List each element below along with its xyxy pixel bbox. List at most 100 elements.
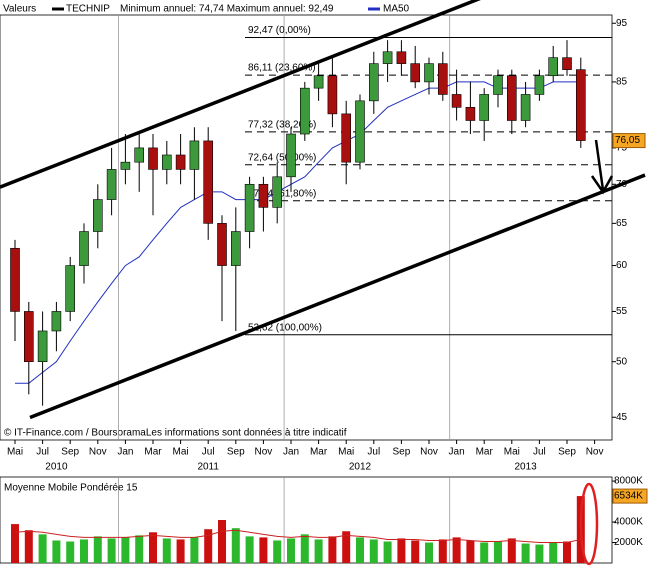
x-tick-label: Sep	[393, 447, 411, 458]
x-tick-label: Mai	[338, 447, 354, 458]
volume-bar	[563, 541, 571, 563]
footer: © IT-Finance.com / BoursoramaLes informa…	[4, 428, 347, 439]
trend-line	[29, 173, 646, 420]
wma-line	[14, 529, 581, 544]
candle-body	[189, 140, 200, 170]
candle-body	[575, 69, 586, 141]
candle-body	[562, 57, 572, 70]
x-tick-label: Jan	[449, 447, 465, 458]
volume-bar	[121, 537, 130, 563]
candle-body	[355, 100, 365, 163]
candle-body	[368, 63, 379, 102]
volume-bar	[549, 542, 558, 563]
x-tick-label: Mar	[476, 447, 494, 458]
year-label: 2011	[197, 462, 219, 473]
volume-bar	[494, 541, 502, 563]
x-tick-label: Jan	[283, 447, 299, 458]
volume-bar	[162, 538, 171, 563]
y-tick-label: 60	[616, 260, 628, 271]
candle-body	[217, 223, 227, 266]
volume-bar	[52, 540, 61, 563]
volume-bar	[135, 535, 144, 563]
x-tick-label: Mai	[504, 447, 520, 458]
candle-body	[37, 330, 48, 362]
volume-bar	[480, 542, 489, 563]
candle-body	[272, 176, 283, 208]
fib-label: 72,64 (50,00%)	[248, 152, 316, 163]
volume-bar	[80, 539, 88, 563]
fib-label: 77,32 (38,20%)	[248, 119, 316, 130]
arrow	[590, 139, 614, 195]
candle-body	[410, 63, 421, 83]
candle-body	[479, 94, 490, 121]
volume-bar	[245, 536, 254, 563]
x-tick-label: Mai	[173, 447, 189, 458]
volume-title: Moyenne Mobile Pondérée 15	[4, 483, 138, 494]
volume-bar	[466, 540, 475, 563]
volume-bar	[149, 532, 157, 563]
candle-body	[327, 75, 338, 115]
volume-bar	[24, 530, 33, 563]
volume-bar	[38, 534, 47, 563]
candle-body	[437, 63, 448, 95]
volume-bar	[342, 531, 351, 563]
trend-line	[0, 0, 481, 189]
candle-body	[134, 147, 144, 163]
candle-body	[548, 57, 559, 77]
x-tick-label: Mar	[310, 447, 328, 458]
y-tick-label: 2000K	[614, 537, 643, 548]
volume-bar	[11, 524, 19, 563]
volume-bar	[535, 544, 544, 563]
x-tick-label: Sep	[558, 447, 576, 458]
candle-body	[451, 94, 462, 108]
legend-series: TECHNIP	[66, 4, 110, 15]
volume-bar	[383, 541, 392, 563]
candle-body	[506, 75, 517, 121]
y-tick-label: 50	[616, 356, 628, 367]
volume-bar	[259, 537, 268, 563]
volume-bar	[93, 536, 102, 563]
volume-bar	[328, 536, 337, 563]
candle-body	[10, 247, 20, 312]
candle-body	[465, 107, 476, 121]
x-tick-label: Mar	[144, 447, 162, 458]
x-tick-label: Nov	[255, 447, 273, 458]
volume-bar	[521, 543, 530, 563]
y-tick-label: 45	[616, 412, 628, 423]
volume-bar	[176, 539, 185, 563]
volume-bar	[218, 519, 226, 563]
candle-body	[244, 183, 255, 232]
candle-body	[299, 87, 310, 135]
volume-bar	[452, 537, 461, 563]
x-tick-label: Jul	[36, 447, 49, 458]
year-label: 2010	[45, 462, 68, 473]
x-tick-label: Nov	[420, 447, 438, 458]
x-tick-label: Jul	[202, 447, 215, 458]
candle-body	[341, 113, 352, 163]
volume-bar	[369, 539, 378, 563]
candle-body	[106, 169, 117, 200]
annotations	[579, 139, 614, 566]
last-price-box	[612, 133, 646, 149]
x-tick-label: Jan	[117, 447, 133, 458]
x-tick-label: Jul	[533, 447, 546, 458]
candle-body	[493, 75, 503, 95]
year-label: 2012	[349, 462, 372, 473]
last-volume-label: 6534K	[614, 491, 643, 502]
volume-bar	[66, 541, 75, 563]
candle-body	[424, 63, 434, 83]
candle-body	[162, 154, 172, 170]
x-tick-label: Nov	[89, 447, 107, 458]
y-tick-label: 55	[616, 306, 628, 317]
x-tick-label: Sep	[61, 447, 79, 458]
candle-body	[286, 133, 296, 178]
volume-bar	[300, 534, 309, 563]
volume-bar	[411, 540, 420, 563]
y-tick-label: 85	[616, 77, 628, 88]
candle-body	[382, 51, 393, 64]
volume-bar	[231, 528, 240, 563]
candle-body	[175, 154, 186, 170]
fib-label: 52,62 (100,00%)	[248, 322, 322, 333]
y-tick-label: 95	[616, 18, 628, 29]
